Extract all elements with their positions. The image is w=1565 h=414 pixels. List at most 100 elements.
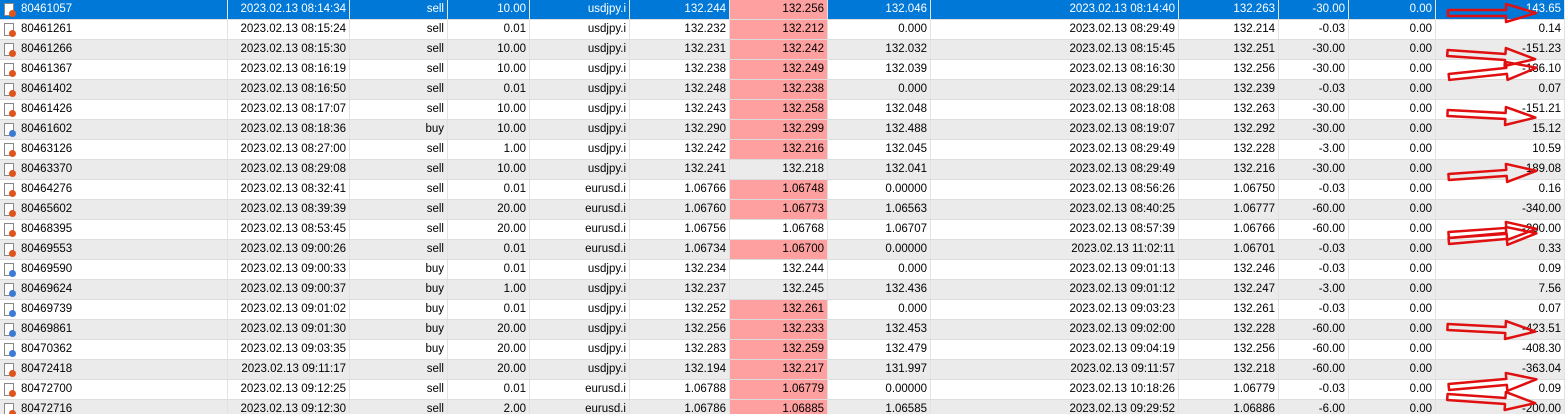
order-type-dot	[9, 50, 16, 57]
table-cell: 132.488	[828, 120, 931, 139]
table-cell: -0.03	[1279, 20, 1349, 39]
table-cell: -0.03	[1279, 180, 1349, 199]
table-cell: buy	[350, 340, 448, 359]
table-cell: buy	[350, 320, 448, 339]
table-cell: sell	[350, 0, 448, 19]
table-row[interactable]: 80469624 2023.02.13 09:00:37 buy 1.00 usdjpy…	[0, 280, 1565, 300]
table-row[interactable]: 80461602 2023.02.13 08:18:36 buy 10.00 usdjp…	[0, 120, 1565, 140]
table-cell: 80472700	[0, 380, 228, 399]
table-row[interactable]: 80472700 2023.02.13 09:12:25 sell 0.01 eurus…	[0, 380, 1565, 400]
table-cell: 0.00	[1349, 300, 1436, 319]
table-row[interactable]: 80463370 2023.02.13 08:29:08 sell 10.00 usdj…	[0, 160, 1565, 180]
table-cell: eurusd.i	[530, 400, 630, 414]
table-cell: 0.33	[1436, 240, 1565, 259]
table-row[interactable]: 80461402 2023.02.13 08:16:50 sell 0.01 usdjp…	[0, 80, 1565, 100]
table-cell: 0.01	[448, 300, 530, 319]
table-cell: 20.00	[448, 200, 530, 219]
table-cell: usdjpy.i	[530, 140, 630, 159]
table-row[interactable]: 80465602 2023.02.13 08:39:39 sell 20.00 euru…	[0, 200, 1565, 220]
table-cell: 0.00	[1349, 220, 1436, 239]
order-type-dot	[9, 330, 16, 337]
table-cell: 80469553	[0, 240, 228, 259]
table-cell: 2023.02.13 09:01:13	[931, 260, 1179, 279]
order-icon	[4, 183, 16, 197]
table-cell: 10.59	[1436, 140, 1565, 159]
table-row[interactable]: 80470362 2023.02.13 09:03:35 buy 20.00 usdjp…	[0, 340, 1565, 360]
table-row[interactable]: 80468395 2023.02.13 08:53:45 sell 20.00 euru…	[0, 220, 1565, 240]
table-row[interactable]: 80469739 2023.02.13 09:01:02 buy 0.01 usdjpy…	[0, 300, 1565, 320]
order-type-dot	[9, 150, 16, 157]
table-cell: 132.453	[828, 320, 931, 339]
table-row[interactable]: 80472418 2023.02.13 09:11:17 sell 20.00 usdj…	[0, 360, 1565, 380]
table-cell: usdjpy.i	[530, 320, 630, 339]
table-cell: 132.479	[828, 340, 931, 359]
order-type-dot	[9, 190, 16, 197]
table-cell: -136.10	[1436, 60, 1565, 79]
table-cell: 132.217	[730, 360, 828, 379]
table-cell: -60.00	[1279, 200, 1349, 219]
table-cell: 132.233	[730, 320, 828, 339]
table-cell: sell	[350, 400, 448, 414]
table-cell: 20.00	[448, 360, 530, 379]
table-cell: 20.00	[448, 220, 530, 239]
table-cell: 2023.02.13 08:32:41	[228, 180, 350, 199]
table-cell: 10.00	[448, 100, 530, 119]
table-row[interactable]: 80469590 2023.02.13 09:00:33 buy 0.01 usdjpy…	[0, 260, 1565, 280]
table-cell: -340.00	[1436, 200, 1565, 219]
table-cell: 132.252	[630, 300, 730, 319]
order-icon	[4, 363, 16, 377]
table-cell: 132.263	[1179, 0, 1279, 19]
table-cell: 2023.02.13 08:53:45	[228, 220, 350, 239]
table-cell: 132.436	[828, 280, 931, 299]
table-row[interactable]: 80461426 2023.02.13 08:17:07 sell 10.00 usdj…	[0, 100, 1565, 120]
table-cell: 1.06766	[1179, 220, 1279, 239]
table-cell: -0.03	[1279, 260, 1349, 279]
table-cell: -30.00	[1279, 60, 1349, 79]
table-cell: buy	[350, 120, 448, 139]
table-cell: -60.00	[1279, 220, 1349, 239]
table-cell: 10.00	[448, 60, 530, 79]
table-cell: 2023.02.13 08:16:30	[931, 60, 1179, 79]
table-cell: 15.12	[1436, 120, 1565, 139]
table-cell: 132.283	[630, 340, 730, 359]
table-cell: eurusd.i	[530, 380, 630, 399]
table-cell: 2023.02.13 08:29:14	[931, 80, 1179, 99]
table-row[interactable]: 80461261 2023.02.13 08:15:24 sell 0.01 usdjp…	[0, 20, 1565, 40]
table-cell: 189.08	[1436, 160, 1565, 179]
order-icon	[4, 43, 16, 57]
order-type-dot	[9, 110, 16, 117]
order-icon	[4, 243, 16, 257]
table-cell: 2023.02.13 08:29:49	[931, 20, 1179, 39]
table-row[interactable]: 80469861 2023.02.13 09:01:30 buy 20.00 usdjp…	[0, 320, 1565, 340]
table-cell: -363.04	[1436, 360, 1565, 379]
table-cell: usdjpy.i	[530, 60, 630, 79]
table-cell: 132.256	[1179, 60, 1279, 79]
table-cell: 131.997	[828, 360, 931, 379]
table-cell: 0.00	[1349, 40, 1436, 59]
table-cell: 0.07	[1436, 300, 1565, 319]
table-cell: 10.00	[448, 40, 530, 59]
table-cell: 0.14	[1436, 20, 1565, 39]
table-cell: 20.00	[448, 320, 530, 339]
table-cell: 0.01	[448, 20, 530, 39]
table-cell: 132.228	[1179, 140, 1279, 159]
table-row[interactable]: 80461367 2023.02.13 08:16:19 sell 10.00 usdj…	[0, 60, 1565, 80]
table-row[interactable]: 80461057 2023.02.13 08:14:34 sell 10.00 usdj…	[0, 0, 1565, 20]
table-row[interactable]: 80472716 2023.02.13 09:12:30 sell 2.00 eurus…	[0, 400, 1565, 414]
table-cell: -30.00	[1279, 100, 1349, 119]
table-cell: 0.000	[828, 260, 931, 279]
table-cell: sell	[350, 80, 448, 99]
table-row[interactable]: 80469553 2023.02.13 09:00:26 sell 0.01 eurus…	[0, 240, 1565, 260]
table-cell: -30.00	[1279, 120, 1349, 139]
table-cell: sell	[350, 60, 448, 79]
table-cell: -0.03	[1279, 240, 1349, 259]
table-row[interactable]: 80463126 2023.02.13 08:27:00 sell 1.00 usdjp…	[0, 140, 1565, 160]
table-cell: 132.239	[1179, 80, 1279, 99]
table-cell: 0.00	[1349, 0, 1436, 19]
table-cell: 2023.02.13 08:57:39	[931, 220, 1179, 239]
table-row[interactable]: 80461266 2023.02.13 08:15:30 sell 10.00 usdj…	[0, 40, 1565, 60]
table-cell: usdjpy.i	[530, 20, 630, 39]
table-row[interactable]: 80464276 2023.02.13 08:32:41 sell 0.01 eurus…	[0, 180, 1565, 200]
table-cell: 132.247	[1179, 280, 1279, 299]
